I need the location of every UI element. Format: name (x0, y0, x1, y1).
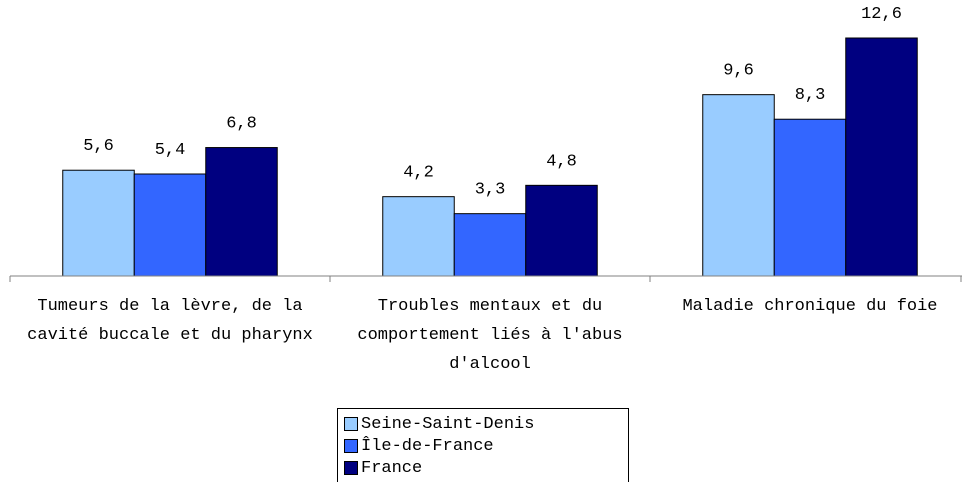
value-label: 9,6 (723, 62, 754, 81)
value-label: 3,3 (475, 181, 506, 200)
bar (702, 94, 775, 277)
legend-swatch (344, 417, 358, 431)
value-label: 4,8 (546, 152, 577, 171)
bar (453, 213, 527, 277)
bar (62, 169, 135, 277)
value-label: 12,6 (861, 5, 902, 24)
legend-entry: France (344, 457, 628, 479)
bar (525, 184, 598, 277)
legend-label: France (361, 458, 423, 478)
bar (845, 37, 918, 277)
legend-label: Île-de-France (361, 436, 494, 456)
bar (133, 173, 207, 277)
legend: Seine-Saint-Denis Île-de-France France (337, 408, 629, 482)
legend-swatch (344, 439, 358, 453)
value-label: 5,6 (83, 137, 114, 156)
x-tick-label: Maladie chronique du foie (682, 297, 938, 316)
value-label: 8,3 (795, 86, 826, 105)
x-tick-label: Tumeurs de la lèvre, de la cavité buccal… (27, 297, 313, 345)
bar (205, 147, 278, 277)
value-label: 4,2 (403, 164, 434, 183)
legend-swatch (344, 461, 358, 475)
value-label: 6,8 (226, 115, 257, 134)
legend-entry: Seine-Saint-Denis (344, 413, 628, 435)
value-label: 5,4 (155, 141, 186, 160)
bar (382, 196, 455, 277)
legend-label: Seine-Saint-Denis (361, 414, 535, 434)
legend-entry: Île-de-France (344, 435, 628, 457)
bar (773, 118, 847, 277)
x-tick-label: Troubles mentaux et du comportement liés… (357, 297, 623, 374)
